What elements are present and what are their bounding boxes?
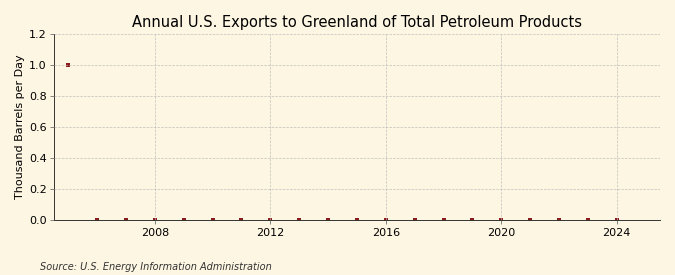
Title: Annual U.S. Exports to Greenland of Total Petroleum Products: Annual U.S. Exports to Greenland of Tota… [132, 15, 582, 30]
Text: Source: U.S. Energy Information Administration: Source: U.S. Energy Information Administ… [40, 262, 272, 272]
Y-axis label: Thousand Barrels per Day: Thousand Barrels per Day [15, 54, 25, 199]
